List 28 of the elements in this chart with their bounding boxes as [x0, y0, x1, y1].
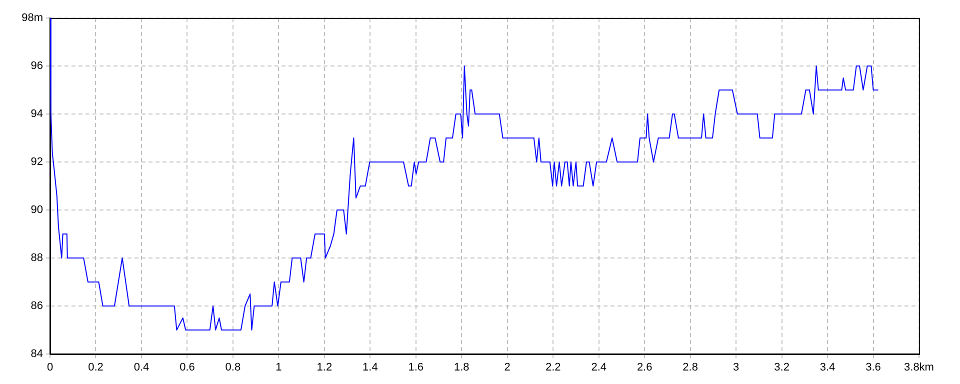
x-tick-label: 1.4	[362, 362, 378, 374]
x-tick-label: 3.4	[820, 362, 836, 374]
x-tick-label: 3.2	[774, 362, 790, 374]
x-tick-label: 0.4	[134, 362, 150, 374]
x-tick-label: 2.4	[591, 362, 606, 374]
x-tick-label: 0	[46, 362, 54, 374]
x-tick-label: 1.2	[316, 362, 332, 374]
y-tick-label: 88	[30, 252, 43, 264]
x-tick-label: 1.8	[454, 362, 470, 374]
x-tick-label: 3	[732, 362, 740, 374]
x-tick-label: 3.6	[866, 362, 881, 374]
x-tick-label: 0.6	[180, 362, 195, 374]
x-tick-label: 3.8km	[904, 362, 934, 374]
x-tick-label: 2.8	[682, 362, 698, 374]
x-tick-label: 0.2	[88, 362, 104, 374]
y-tick-label: 92	[30, 156, 43, 168]
y-tick-label: 90	[30, 204, 43, 216]
x-tick-label: 1.6	[408, 362, 424, 374]
x-tick-label: 1	[276, 362, 282, 374]
x-tick-label: 2.2	[545, 362, 561, 374]
y-tick-label: 98m	[22, 12, 43, 24]
y-tick-label: 84	[30, 348, 43, 360]
y-tick-label: 96	[30, 60, 43, 72]
y-tick-label: 94	[30, 108, 43, 120]
x-tick-label: 2.6	[636, 362, 652, 374]
x-tick-label: 0.8	[225, 362, 241, 374]
y-tick-label: 86	[30, 300, 43, 312]
x-tick-label: 2	[504, 362, 510, 374]
